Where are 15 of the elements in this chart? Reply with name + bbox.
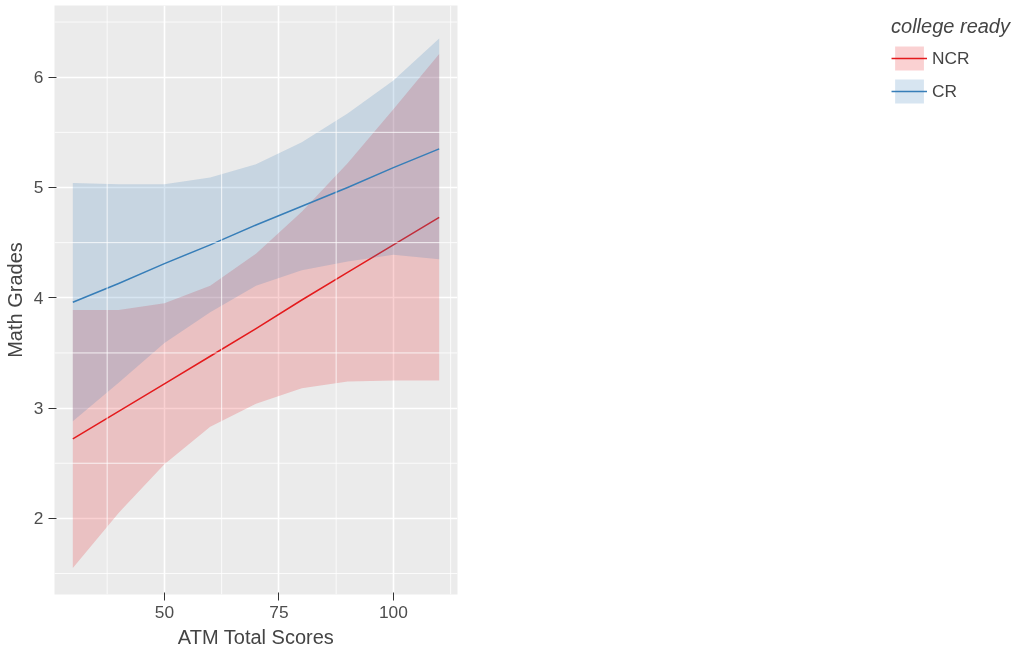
legend-label: CR (932, 80, 958, 102)
y-tick-label: 5 (33, 177, 44, 198)
y-axis-title: Math Grades (3, 242, 26, 358)
legend-label: NCR (932, 47, 970, 69)
line-series (72, 148, 440, 303)
legend-title: college ready (891, 15, 1010, 38)
x-axis-title: ATM Total Scores (177, 625, 334, 648)
y-tick-label: 6 (33, 67, 44, 88)
y-tick-label: 4 (33, 287, 44, 308)
y-tick-label: 2 (33, 508, 44, 529)
y-tick-label: 3 (33, 398, 44, 419)
x-tick-label: 75 (269, 601, 289, 622)
x-tick-label: 100 (378, 601, 408, 622)
x-tick-label: 50 (154, 601, 175, 622)
line-series (72, 216, 440, 440)
